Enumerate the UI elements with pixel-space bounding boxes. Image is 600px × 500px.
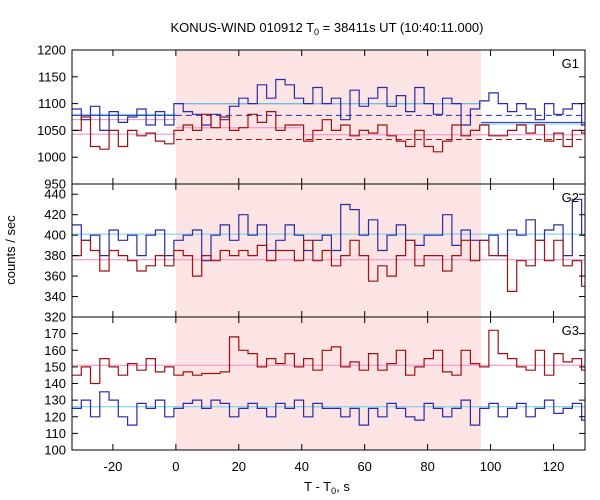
y-tick-label-1-2: 1050 [37,123,66,138]
y-tick-label-2-5: 420 [44,207,66,222]
y-tick-label-1-5: 1200 [37,43,66,58]
y-tick-label-1-0: 950 [44,177,66,192]
ticks-layer: G195010001050110011501200G23203403603804… [37,43,585,474]
y-tick-label-3-2: 120 [44,409,66,424]
y-tick-label-3-5: 150 [44,359,66,374]
x-tick-label-2: 20 [232,459,246,474]
series-layer [72,78,585,426]
chart-title-subscript: 0 [314,27,319,37]
x-axis-label-subscript: 0 [331,486,336,496]
series-g1-red [72,111,585,153]
y-axis-label: counts / sec [3,215,18,285]
y-tick-label-3-4: 140 [44,376,66,391]
panel-label-2: G2 [562,190,579,205]
x-axis-label: T - T0, s [304,479,350,496]
y-tick-label-2-6: 440 [44,187,66,202]
y-tick-label-3-0: 100 [44,443,66,458]
series-g1-blue [72,78,585,131]
x-tick-label-3: 40 [295,459,309,474]
y-tick-label-2-0: 320 [44,310,66,325]
y-tick-label-3-1: 110 [45,426,66,441]
series-g3-red [72,329,585,385]
shaded-interval-3 [175,317,482,450]
x-tick-label-1: 0 [172,459,179,474]
x-axis-label-rest: , s [336,479,350,494]
chart-title-main: KONUS-WIND 010912 T [171,20,315,35]
x-tick-label-0: -20 [104,459,123,474]
x-tick-label-4: 60 [357,459,371,474]
y-tick-label-1-1: 1000 [37,150,66,165]
x-tick-label-5: 80 [420,459,434,474]
panel-label-3: G3 [562,323,579,338]
y-tick-label-2-2: 360 [44,269,66,284]
y-tick-label-2-3: 380 [44,248,66,263]
chart-title-rest: = 38411s UT (10:40:11.000) [319,20,483,35]
chart-title: KONUS-WIND 010912 T0 = 38411s UT (10:40:… [171,20,484,37]
x-tick-label-6: 100 [480,459,502,474]
y-tick-label-1-3: 1100 [38,96,66,111]
y-tick-label-1-4: 1150 [38,69,66,84]
panel-label-1: G1 [562,56,579,71]
series-g2-red [72,239,585,292]
series-g3-blue [72,391,585,426]
y-tick-label-3-6: 160 [44,343,66,358]
y-tick-label-2-4: 400 [44,228,66,243]
y-tick-label-3-3: 130 [44,393,66,408]
x-tick-label-7: 120 [543,459,565,474]
x-axis-label-main: T - T [304,479,331,494]
y-tick-label-3-7: 170 [44,326,66,341]
y-tick-label-2-1: 340 [44,289,66,304]
